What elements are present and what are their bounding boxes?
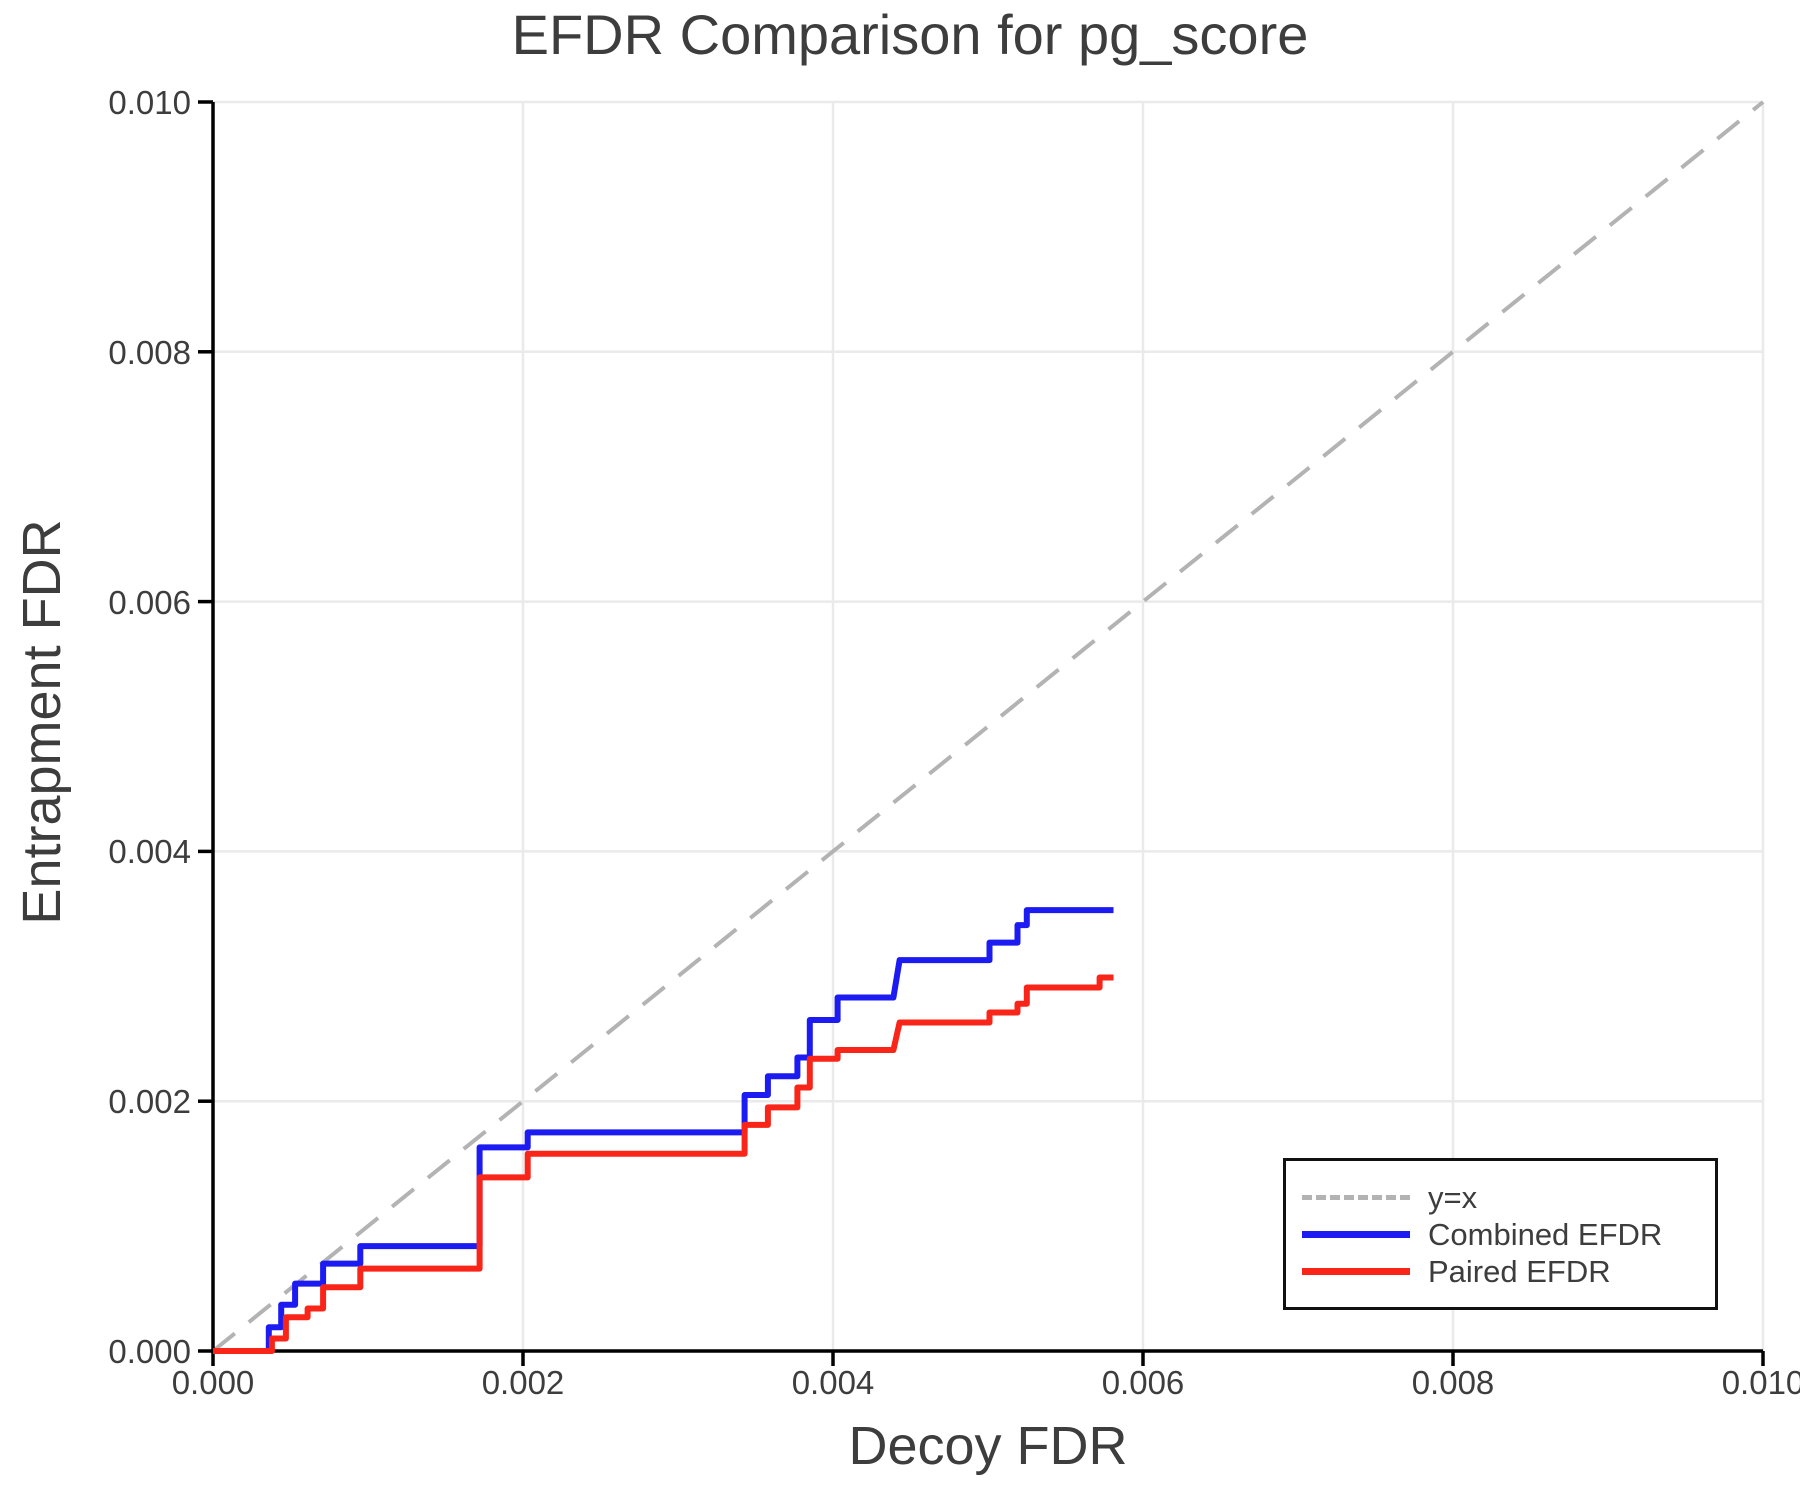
identity-line-swatch: [1302, 1194, 1410, 1200]
combined-efdr-swatch: [1302, 1230, 1410, 1238]
paired-efdr-line: [213, 974, 1114, 1354]
legend-row: y=x: [1302, 1179, 1715, 1216]
x-tick-label: 0.002: [481, 1364, 565, 1401]
legend-row: Paired EFDR: [1302, 1253, 1715, 1290]
x-tick-label: 0.010: [1721, 1364, 1800, 1401]
y-tick-label: 0.002: [108, 1083, 191, 1121]
x-tick-label: 0.008: [1411, 1364, 1495, 1401]
legend-row: Combined EFDR: [1302, 1216, 1715, 1253]
identity-line: [211, 100, 1765, 1353]
legend: y=x Combined EFDR Paired EFDR: [1283, 1158, 1718, 1310]
y-tick-label: 0.010: [108, 84, 191, 121]
x-tick-label: 0.000: [171, 1364, 255, 1401]
y-tick-label: 0.004: [108, 833, 191, 871]
legend-label-combined: Combined EFDR: [1428, 1216, 1663, 1252]
y-tick-label: 0.000: [108, 1333, 191, 1370]
x-axis-label: Decoy FDR: [848, 1416, 1128, 1476]
legend-label-paired: Paired EFDR: [1428, 1253, 1611, 1289]
paired-efdr-swatch: [1302, 1267, 1410, 1275]
x-tick-label: 0.004: [791, 1364, 875, 1401]
combined-efdr-line: [213, 907, 1114, 1354]
x-tick-label: 0.006: [1101, 1364, 1185, 1401]
chart-title: EFDR Comparison for pg_score: [511, 3, 1309, 66]
y-tick-label: 0.008: [108, 333, 191, 371]
y-tick-label: 0.006: [108, 583, 191, 621]
legend-label-identity: y=x: [1428, 1179, 1478, 1215]
